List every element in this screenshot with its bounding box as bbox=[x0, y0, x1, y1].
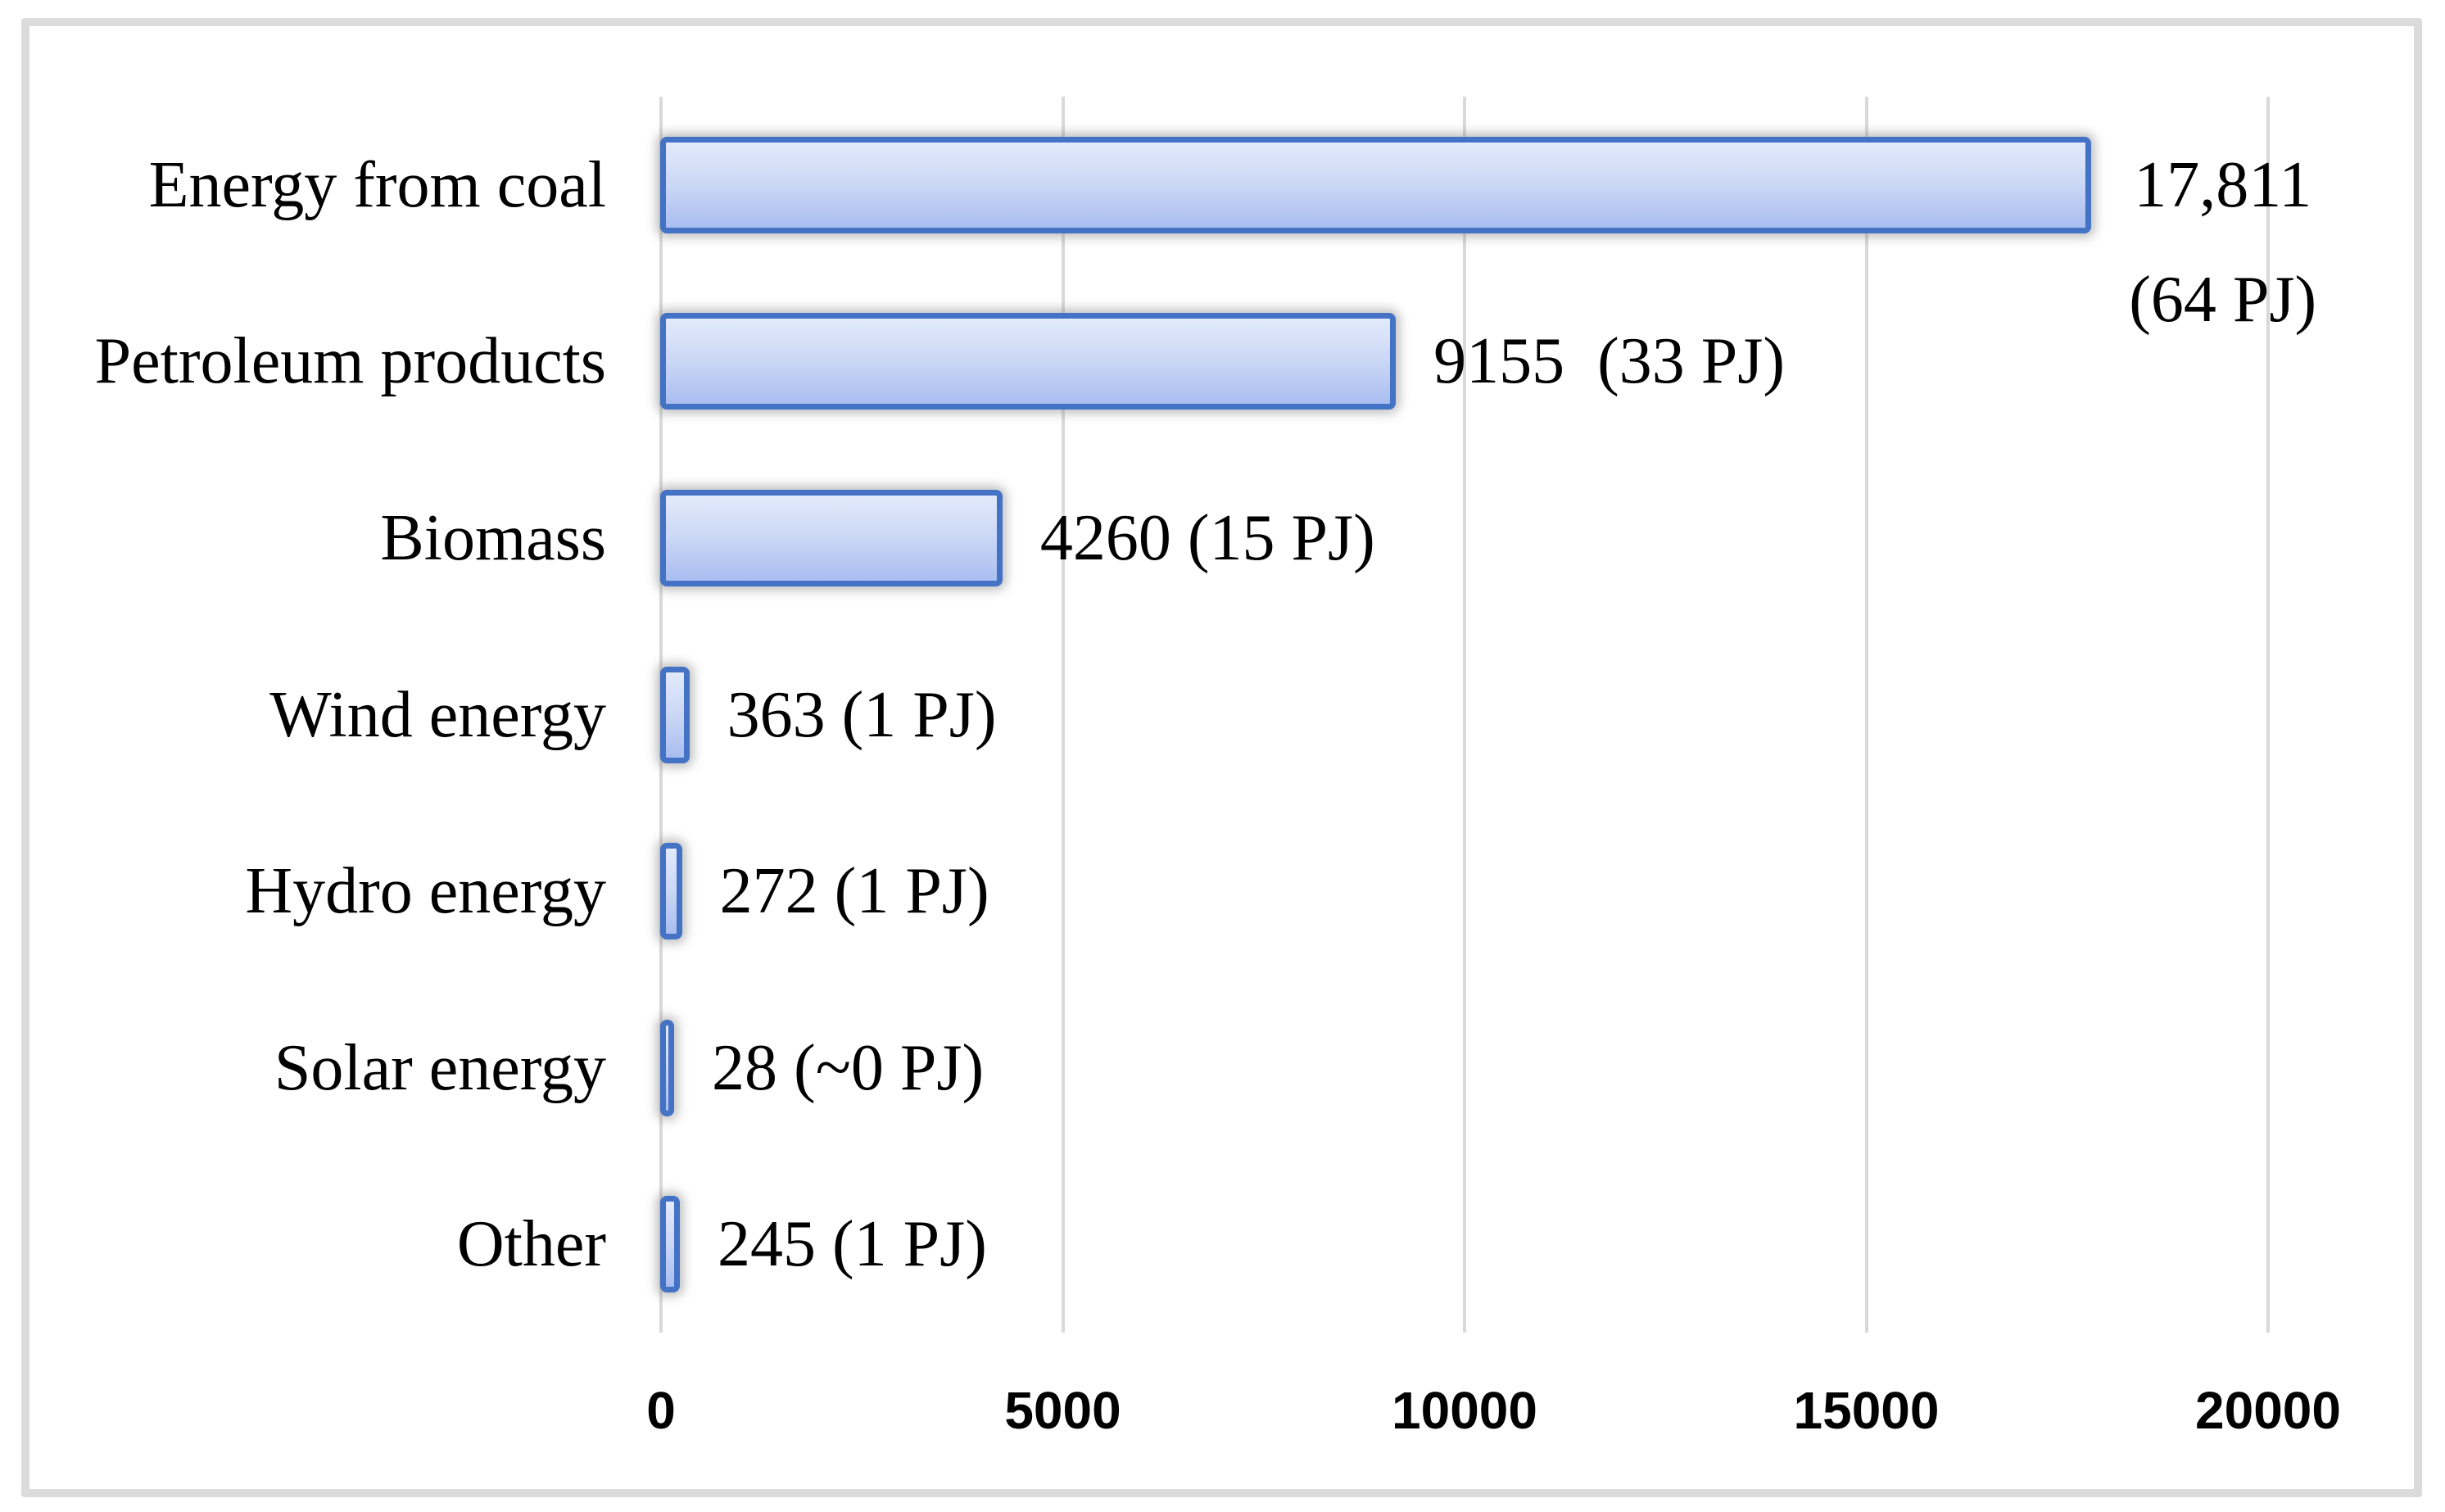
data-label-wind-energy: 363 (1 PJ) bbox=[727, 678, 997, 751]
category-label-hydro-energy: Hydro energy bbox=[245, 855, 606, 928]
data-label-other: 245 (1 PJ) bbox=[718, 1208, 987, 1281]
category-label-solar-energy: Solar energy bbox=[274, 1031, 606, 1104]
bar-solar-energy bbox=[660, 1019, 674, 1116]
x-axis-tick-label-15000: 15000 bbox=[1793, 1381, 1940, 1440]
data-label-hydro-energy: 272 (1 PJ) bbox=[719, 855, 989, 928]
x-axis-tick-label-20000: 20000 bbox=[2195, 1381, 2341, 1440]
bar-wind-energy bbox=[660, 666, 690, 763]
category-label-petroleum-products: Petroleum products bbox=[94, 325, 606, 398]
category-label-energy-from-coal: Energy from coal bbox=[148, 148, 606, 221]
bar-energy-from-coal bbox=[660, 136, 2092, 233]
figure-border bbox=[21, 18, 2422, 1497]
x-axis-tick-label-5000: 5000 bbox=[1004, 1381, 1121, 1440]
data-label-biomass: 4260 (15 PJ) bbox=[1039, 501, 1375, 574]
gridline-20000 bbox=[2266, 97, 2270, 1333]
bar-petroleum-products bbox=[660, 313, 1397, 410]
data-label-solar-energy: 28 (~0 PJ) bbox=[712, 1031, 985, 1104]
x-axis-tick-label-10000: 10000 bbox=[1392, 1381, 1537, 1440]
bar-other bbox=[660, 1196, 681, 1293]
category-label-biomass: Biomass bbox=[380, 501, 606, 574]
data-label-line-2: (64 PJ) bbox=[2129, 263, 2317, 336]
gridline-5000 bbox=[1061, 97, 1065, 1333]
data-label-line-1: 17,811 bbox=[2134, 148, 2312, 221]
x-axis-tick-label-0: 0 bbox=[646, 1381, 676, 1440]
gridline-15000 bbox=[1864, 97, 1868, 1333]
gridline-10000 bbox=[1463, 97, 1466, 1333]
bar-biomass bbox=[660, 489, 1003, 586]
data-label-energy-from-coal: 17,811 (64 PJ) bbox=[2129, 128, 2316, 357]
data-label-petroleum-products: 9155 (33 PJ) bbox=[1433, 325, 1785, 398]
category-label-wind-energy: Wind energy bbox=[269, 678, 606, 751]
category-label-other: Other bbox=[456, 1208, 606, 1281]
bar-hydro-energy bbox=[660, 843, 682, 940]
